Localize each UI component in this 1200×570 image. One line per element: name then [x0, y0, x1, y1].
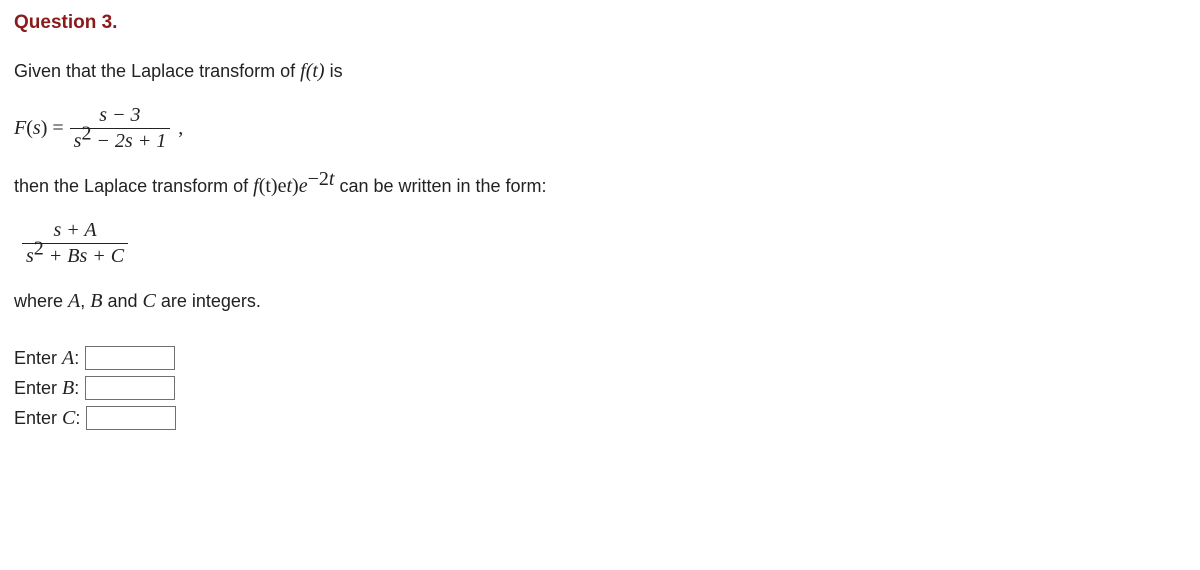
label-C: Enter C:: [14, 407, 80, 430]
Fs-F: F: [14, 117, 26, 139]
row-enter-A: Enter A:: [14, 346, 1186, 370]
frac2-den-s: s: [26, 245, 34, 267]
labelC-pre: Enter: [14, 408, 62, 428]
equation-target: s + A s2 + Bs + C: [22, 219, 1186, 268]
frac2-den-rest: + Bs + C: [44, 245, 124, 267]
mid-prefix: then the Laplace transform of: [14, 176, 253, 196]
Fs-close: ) =: [41, 117, 64, 139]
mid-exp: −2t: [308, 168, 335, 190]
frac1-den-sq: 2: [81, 122, 91, 144]
Fs-s: s: [33, 117, 41, 139]
comma-1: ,: [178, 117, 183, 140]
frac2-num: s + A: [54, 219, 97, 241]
where-suffix: are integers.: [156, 291, 261, 311]
where-B: B: [90, 290, 102, 312]
labelB-var: B: [62, 377, 74, 399]
where-prefix: where: [14, 291, 68, 311]
fraction-2: s + A s2 + Bs + C: [22, 219, 128, 268]
labelC-var: C: [62, 407, 75, 429]
mid-paragraph: then the Laplace transform of f(t)et)e−2…: [14, 171, 1186, 201]
input-B[interactable]: [85, 376, 175, 400]
frac2-den-sq: 2: [34, 237, 44, 259]
labelA-var: A: [62, 347, 74, 369]
equation-Fs: F(s) = s − 3 s2 − 2s + 1 ,: [14, 104, 1186, 153]
intro-ft: f(t): [300, 60, 324, 82]
label-A: Enter A:: [14, 347, 79, 370]
frac1-den-rest: − 2s + 1: [91, 130, 166, 152]
labelB-post: :: [74, 378, 79, 398]
where-sep1: ,: [80, 291, 90, 311]
where-paragraph: where A, B and C are integers.: [14, 286, 1186, 316]
fraction-1: s − 3 s2 − 2s + 1: [70, 104, 171, 153]
where-A: A: [68, 290, 80, 312]
question-title: Question 3.: [14, 12, 1186, 34]
labelB-pre: Enter: [14, 378, 62, 398]
Fs-open: (: [26, 117, 33, 139]
input-A[interactable]: [85, 346, 175, 370]
label-B: Enter B:: [14, 377, 79, 400]
row-enter-B: Enter B:: [14, 376, 1186, 400]
mid-ft-inner: (t)e: [259, 175, 287, 197]
labelA-post: :: [74, 348, 79, 368]
where-C: C: [143, 290, 156, 312]
mid-ft-t: (t)et)e: [259, 175, 308, 197]
frac1-num: s − 3: [99, 104, 140, 126]
where-and: and: [102, 291, 142, 311]
labelC-post: :: [75, 408, 80, 428]
input-C[interactable]: [86, 406, 176, 430]
row-enter-C: Enter C:: [14, 406, 1186, 430]
intro-suffix: is: [325, 61, 343, 81]
mid-suffix: can be written in the form:: [334, 176, 546, 196]
intro-prefix: Given that the Laplace transform of: [14, 61, 300, 81]
labelA-pre: Enter: [14, 348, 62, 368]
intro-paragraph: Given that the Laplace transform of f(t)…: [14, 56, 1186, 86]
